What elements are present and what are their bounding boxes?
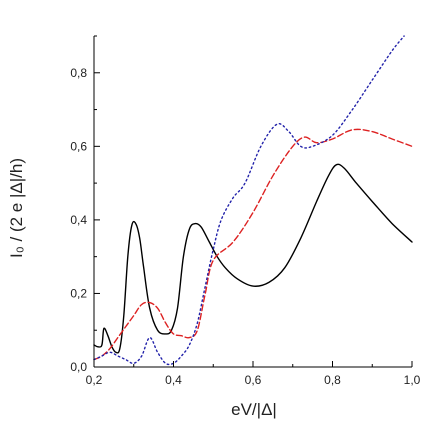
x-tick-label: 0,2	[86, 373, 103, 387]
x-axis-title: eV/|Δ|	[231, 400, 277, 419]
y-tick-label: 0,2	[70, 286, 87, 300]
y-tick-label: 0,8	[70, 66, 87, 80]
x-tick-label: 1,0	[404, 373, 421, 387]
series-layer	[93, 35, 413, 366]
series-line-1-solid	[93, 163, 413, 354]
series-line-3-dotted	[93, 35, 405, 366]
x-tick-label: 0,4	[165, 373, 182, 387]
x-tick-label: 0,6	[245, 373, 262, 387]
x-tick-label: 0,8	[324, 373, 341, 387]
y-tick-label: 0,6	[70, 139, 87, 153]
y-tick-label: 0,4	[70, 213, 87, 227]
series-line-2-dashed	[93, 128, 413, 361]
axes-layer: 0,2 0,4 0,6 0,8 1,00,00,20,40,60,8	[70, 35, 421, 387]
y-axis-title: I₀ / (2 e |Δ|/h)	[7, 158, 26, 258]
y-tick-label: 0,0	[70, 360, 87, 374]
